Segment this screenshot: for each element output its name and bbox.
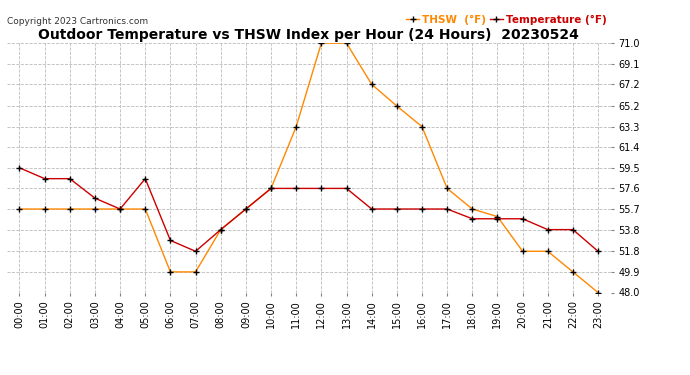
- Temperature (°F): [342, 186, 351, 190]
- Temperature (°F): [569, 227, 577, 232]
- Temperature (°F): [91, 196, 99, 200]
- Temperature (°F): [317, 186, 326, 190]
- Text: Copyright 2023 Cartronics.com: Copyright 2023 Cartronics.com: [7, 17, 148, 26]
- Line: THSW  (°F): THSW (°F): [17, 40, 601, 295]
- Temperature (°F): [267, 186, 275, 190]
- THSW  (°F): [91, 207, 99, 211]
- THSW  (°F): [368, 82, 376, 87]
- THSW  (°F): [217, 227, 225, 232]
- THSW  (°F): [116, 207, 124, 211]
- Line: Temperature (°F): Temperature (°F): [17, 165, 601, 254]
- Temperature (°F): [15, 166, 23, 170]
- THSW  (°F): [518, 249, 526, 254]
- THSW  (°F): [41, 207, 49, 211]
- THSW  (°F): [15, 207, 23, 211]
- THSW  (°F): [141, 207, 150, 211]
- Legend: THSW  (°F), Temperature (°F): THSW (°F), Temperature (°F): [402, 11, 611, 29]
- THSW  (°F): [342, 41, 351, 45]
- Temperature (°F): [544, 227, 552, 232]
- Temperature (°F): [368, 207, 376, 211]
- THSW  (°F): [594, 290, 602, 295]
- Temperature (°F): [241, 207, 250, 211]
- Temperature (°F): [166, 238, 175, 243]
- THSW  (°F): [569, 270, 577, 274]
- Temperature (°F): [468, 216, 476, 221]
- THSW  (°F): [66, 207, 74, 211]
- THSW  (°F): [493, 214, 502, 219]
- Temperature (°F): [493, 216, 502, 221]
- Temperature (°F): [66, 176, 74, 181]
- THSW  (°F): [267, 186, 275, 190]
- THSW  (°F): [418, 124, 426, 129]
- THSW  (°F): [166, 270, 175, 274]
- Temperature (°F): [518, 216, 526, 221]
- THSW  (°F): [191, 270, 199, 274]
- THSW  (°F): [468, 207, 476, 211]
- Temperature (°F): [594, 249, 602, 254]
- THSW  (°F): [317, 41, 326, 45]
- Temperature (°F): [191, 249, 199, 254]
- Temperature (°F): [443, 207, 451, 211]
- Title: Outdoor Temperature vs THSW Index per Hour (24 Hours)  20230524: Outdoor Temperature vs THSW Index per Ho…: [39, 28, 579, 42]
- THSW  (°F): [544, 249, 552, 254]
- Temperature (°F): [418, 207, 426, 211]
- THSW  (°F): [241, 207, 250, 211]
- Temperature (°F): [217, 227, 225, 232]
- Temperature (°F): [141, 176, 150, 181]
- Temperature (°F): [393, 207, 401, 211]
- Temperature (°F): [116, 207, 124, 211]
- THSW  (°F): [393, 104, 401, 108]
- Temperature (°F): [292, 186, 300, 190]
- Temperature (°F): [41, 176, 49, 181]
- THSW  (°F): [443, 186, 451, 190]
- THSW  (°F): [292, 124, 300, 129]
